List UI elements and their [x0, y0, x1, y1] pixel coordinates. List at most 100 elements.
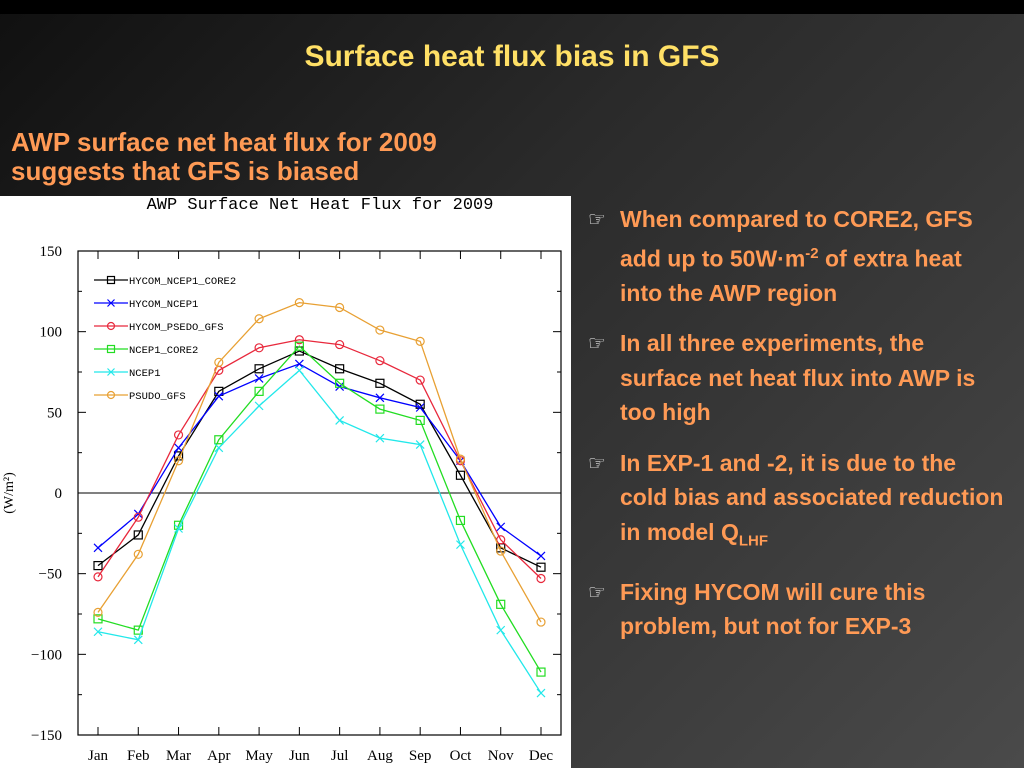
data-point	[415, 336, 425, 346]
data-point	[335, 415, 345, 425]
heat-flux-chart: AWP Surface Net Heat Flux for 2009 (W/m²…	[2, 196, 562, 764]
data-point	[294, 341, 304, 351]
data-point	[375, 325, 385, 335]
data-point	[536, 667, 546, 677]
data-point	[335, 382, 345, 391]
data-point	[254, 314, 264, 324]
data-point	[415, 440, 425, 450]
data-point	[214, 435, 224, 445]
y-tick-label: 150	[40, 244, 63, 260]
series-line	[97, 345, 542, 673]
x-tick-label: Dec	[529, 748, 553, 764]
pointing-hand-icon: ☞	[588, 207, 606, 231]
data-point	[415, 403, 425, 412]
top-bar	[0, 0, 1024, 14]
data-point	[496, 522, 506, 532]
subtitle-line-2: suggests that GFS is biased	[11, 156, 360, 186]
superscript: -2	[805, 244, 819, 262]
legend-label: NCEP1	[129, 368, 161, 380]
data-point	[375, 404, 385, 414]
data-point	[93, 614, 103, 624]
data-point	[93, 543, 103, 553]
slide-title: Surface heat flux bias in GFS	[304, 40, 720, 73]
series-line	[97, 369, 542, 694]
data-point	[294, 365, 304, 375]
data-point	[375, 356, 385, 366]
data-point	[173, 430, 184, 440]
data-point	[496, 535, 506, 545]
data-point	[335, 339, 345, 350]
data-point	[375, 378, 385, 388]
x-tick-label: Aug	[367, 748, 393, 764]
data-point	[456, 540, 465, 550]
x-tick-label: Feb	[127, 748, 150, 764]
legend-label: HYCOM_PSEDO_GFS	[129, 322, 224, 334]
legend-label: HYCOM_NCEP1	[129, 299, 198, 311]
bullet-text: When compared to CORE2, GFS add up to 50…	[620, 202, 1008, 310]
data-point	[93, 561, 103, 571]
bullet-item: ☞ In all three experiments, the surface n…	[588, 326, 1008, 430]
bullet-item: ☞ When compared to CORE2, GFS add up to 5…	[588, 202, 1008, 310]
data-point	[415, 375, 425, 385]
data-point	[133, 635, 143, 645]
data-point	[335, 364, 345, 374]
y-tick-label: 50	[47, 405, 62, 421]
bullet-text: Fixing HYCOM will cure this problem, but…	[620, 575, 1008, 644]
data-point	[214, 443, 224, 453]
data-point	[133, 549, 143, 559]
data-point	[536, 617, 546, 627]
data-point	[174, 443, 183, 453]
data-point	[294, 298, 304, 308]
plot-frame	[77, 250, 562, 736]
pointing-hand-icon: ☞	[588, 579, 606, 604]
series-line	[97, 363, 542, 557]
chart-panel: AWP Surface Net Heat Flux for 2009 (W/m²…	[0, 196, 571, 768]
legend-marker	[107, 368, 115, 376]
x-tick-label: Jan	[88, 748, 108, 764]
series-line	[97, 301, 542, 623]
data-point	[536, 688, 546, 698]
y-tick-label: −50	[39, 567, 62, 583]
data-point	[254, 343, 264, 353]
legend-marker	[106, 344, 116, 354]
data-point	[536, 573, 546, 584]
x-tick-label: Oct	[450, 748, 472, 764]
bullet-text: In all three experiments, the surface ne…	[620, 326, 1008, 430]
legend-marker	[106, 321, 116, 331]
data-point	[254, 374, 264, 383]
legend-label: NCEP1_CORE2	[129, 345, 198, 357]
series-line	[97, 350, 542, 568]
data-point	[415, 415, 425, 425]
data-point	[214, 391, 224, 401]
data-point	[294, 359, 304, 369]
bullet-text-part: Fixing HYCOM will cure this problem, but…	[620, 578, 926, 640]
data-point	[455, 470, 466, 480]
x-tick-label: May	[245, 748, 273, 764]
bullet-item: ☞ Fixing HYCOM will cure this problem, bu…	[588, 575, 1008, 644]
x-tick-label: Apr	[207, 748, 230, 764]
x-tick-label: Sep	[409, 748, 432, 764]
data-point	[174, 524, 183, 533]
data-point	[133, 530, 143, 540]
data-point	[375, 433, 385, 443]
slide-subtitle: AWP surface net heat flux for 2009 sugge…	[11, 128, 571, 186]
data-point	[214, 357, 224, 367]
data-point	[133, 512, 143, 522]
x-tick-label: Mar	[166, 748, 191, 764]
data-point	[455, 515, 466, 526]
y-axis-label: (W/m²)	[2, 472, 17, 514]
data-point	[375, 393, 385, 403]
data-point	[496, 599, 506, 609]
y-tick-label: −150	[31, 728, 62, 744]
subtitle-line-1: AWP surface net heat flux for 2009	[11, 127, 437, 157]
subscript: LHF	[738, 532, 769, 550]
data-point	[254, 364, 264, 374]
data-point	[173, 456, 184, 466]
x-tick-label: Jun	[289, 748, 310, 764]
data-point	[496, 625, 506, 635]
data-point	[536, 562, 546, 572]
x-tick-label: Jul	[331, 748, 349, 764]
legend-marker	[107, 299, 115, 307]
bullet-text: In EXP-1 and -2, it is due to the cold b…	[620, 446, 1008, 559]
y-tick-label: 0	[55, 486, 63, 502]
